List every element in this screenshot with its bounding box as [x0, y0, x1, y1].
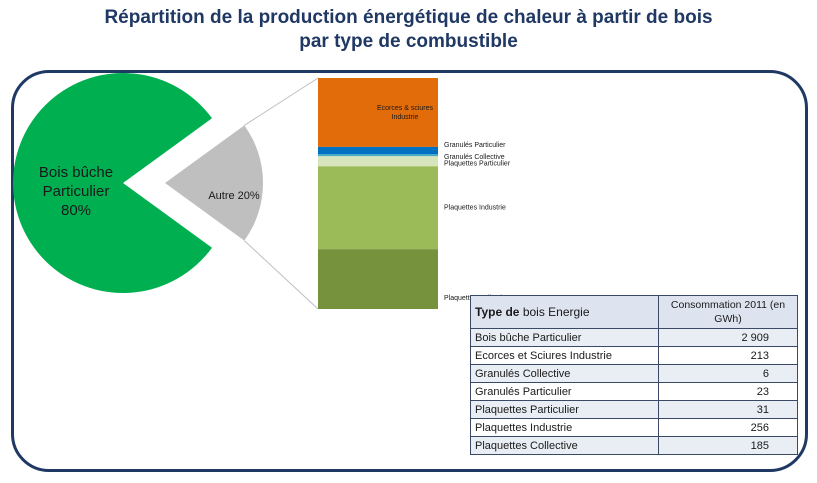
bar-segment-plaquettes-collective	[318, 249, 438, 309]
bar-segment-granules-collective	[318, 154, 438, 157]
table-row: Plaquettes Particulier 31	[470, 400, 798, 419]
connector-line-bottom	[243, 240, 319, 310]
row-label: Granulés Particulier	[470, 382, 659, 401]
bar-label-granules-particulier: Granulés Particulier	[444, 142, 506, 149]
title-line-2: par type de combustible	[299, 31, 518, 52]
bar-segment-plaquettes-industrie	[318, 166, 438, 250]
row-label: Bois bûche Particulier	[470, 328, 659, 347]
row-value: 6	[658, 364, 798, 383]
pie-slice-bois-buche-particulier	[13, 73, 212, 294]
row-value: 23	[658, 382, 798, 401]
chart-title: Répartition de la production énergétique…	[0, 6, 817, 54]
table-row: Granulés Collective 6	[470, 364, 798, 383]
header-consumption: Consommation 2011 (en GWh)	[658, 295, 798, 329]
row-label: Plaquettes Particulier	[470, 400, 659, 419]
chart-frame	[11, 70, 808, 472]
bar-label-granules-collective: Granulés Collective	[444, 154, 505, 161]
table-row: Ecorces et Sciures Industrie 213	[470, 346, 798, 365]
connector-line-top	[244, 77, 319, 126]
row-label: Ecorces et Sciures Industrie	[470, 346, 659, 365]
row-value: 256	[658, 418, 798, 437]
bar-label-ecorces-sciures-industrie: Ecorces & sciures Industrie	[377, 105, 434, 121]
row-label: Plaquettes Industrie	[470, 418, 659, 437]
row-value: 213	[658, 346, 798, 365]
row-label: Plaquettes Collective	[470, 436, 659, 455]
bar-label-plaquettes-particulier: Plaquettes Particulier	[444, 160, 511, 167]
bar-segment-ecorces-sciures-industrie	[318, 78, 438, 147]
row-value: 185	[658, 436, 798, 455]
pie-label-autre: Autre 20%	[208, 190, 260, 202]
table-row: Bois bûche Particulier 2 909	[470, 328, 798, 347]
title-line-1: Répartition de la production énergétique…	[104, 7, 713, 28]
bar-segment-plaquettes-particulier	[318, 156, 438, 167]
table-row: Plaquettes Industrie 256	[470, 418, 798, 437]
table-row: Granulés Particulier 23	[470, 382, 798, 401]
row-value: 2 909	[658, 328, 798, 347]
row-label: Granulés Collective	[470, 364, 659, 383]
consumption-table: Type de bois Energie Consommation 2011 (…	[470, 295, 798, 455]
table-header-row: Type de bois Energie Consommation 2011 (…	[470, 295, 798, 329]
table-row: Plaquettes Collective 185	[470, 436, 798, 455]
bar-segment-granules-particulier	[318, 146, 438, 155]
pie-slice-autre	[165, 125, 264, 241]
bar-label-plaquettes-industrie: Plaquettes Industrie	[444, 205, 506, 212]
row-value: 31	[658, 400, 798, 419]
pie-label-bois-buche-particulier: Bois bûche Particulier 80%	[39, 164, 113, 219]
header-type: Type de bois Energie	[470, 295, 659, 329]
